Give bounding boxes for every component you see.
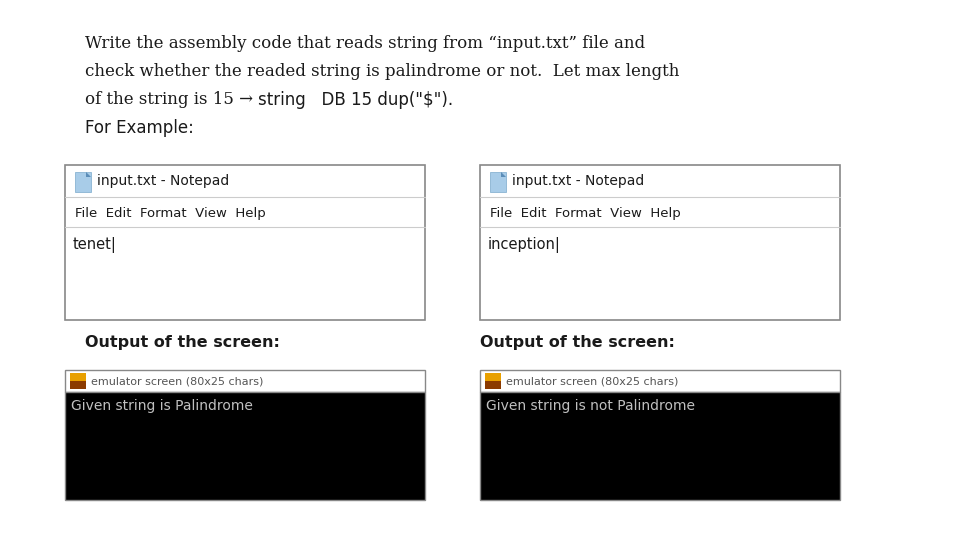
Text: emulator screen (80x25 chars): emulator screen (80x25 chars) <box>505 376 678 386</box>
Bar <box>485 373 500 381</box>
Bar <box>75 172 91 192</box>
Text: check whether the readed string is palindrome or not.  Let max length: check whether the readed string is palin… <box>85 63 679 80</box>
Bar <box>480 370 839 392</box>
Bar <box>70 373 86 381</box>
Text: Given string is Palindrome: Given string is Palindrome <box>71 399 253 413</box>
Text: input.txt - Notepad: input.txt - Notepad <box>97 174 229 188</box>
Bar <box>64 370 425 392</box>
Text: Output of the screen:: Output of the screen: <box>480 335 674 350</box>
Polygon shape <box>86 172 91 177</box>
Text: string   DB 15 dup("$").: string DB 15 dup("$"). <box>258 91 453 109</box>
Text: File  Edit  Format  View  Help: File Edit Format View Help <box>75 207 266 219</box>
Text: tenet|: tenet| <box>73 237 117 253</box>
Text: emulator screen (80x25 chars): emulator screen (80x25 chars) <box>91 376 263 386</box>
Text: Write the assembly code that reads string from “input.txt” file and: Write the assembly code that reads strin… <box>85 35 645 52</box>
Polygon shape <box>500 172 505 177</box>
Bar <box>64 392 425 500</box>
Text: For Example:: For Example: <box>85 119 193 137</box>
Bar <box>64 165 425 320</box>
Bar <box>485 381 500 389</box>
Text: inception|: inception| <box>488 237 560 253</box>
Bar <box>489 172 505 192</box>
Bar <box>480 392 839 500</box>
Text: of the string is 15 →: of the string is 15 → <box>85 91 258 108</box>
Bar <box>480 165 839 320</box>
Text: input.txt - Notepad: input.txt - Notepad <box>512 174 644 188</box>
Text: Output of the screen:: Output of the screen: <box>85 335 279 350</box>
Text: File  Edit  Format  View  Help: File Edit Format View Help <box>489 207 680 219</box>
Bar <box>70 381 86 389</box>
Text: Given string is not Palindrome: Given string is not Palindrome <box>486 399 695 413</box>
